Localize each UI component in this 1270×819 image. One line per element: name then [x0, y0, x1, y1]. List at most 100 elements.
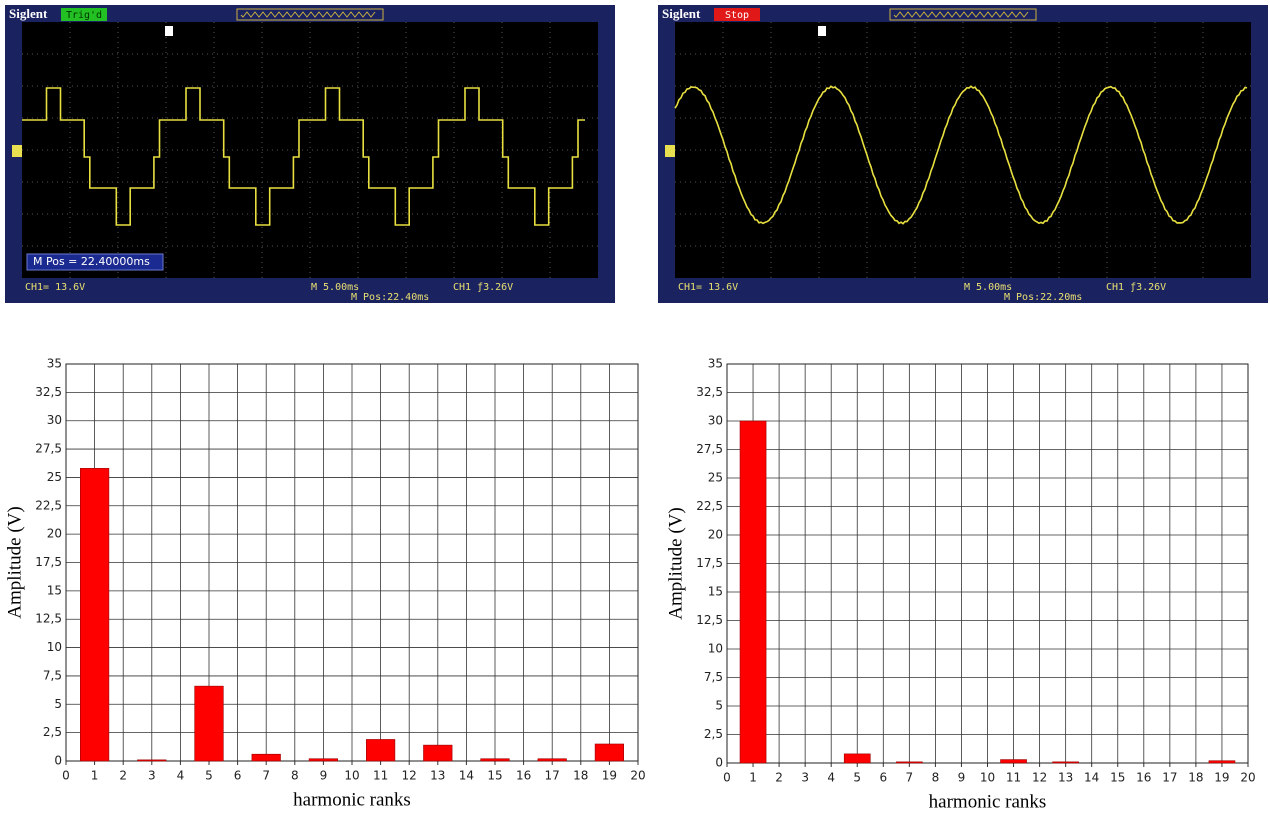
bar	[366, 739, 395, 761]
bar	[195, 686, 224, 761]
mpos-box-text: M Pos = 22.40000ms	[33, 255, 150, 268]
y-tick-label: 35	[708, 357, 723, 371]
x-tick-label: 20	[630, 769, 645, 783]
x-tick-label: 0	[62, 769, 70, 783]
bar	[424, 745, 453, 761]
bar	[252, 754, 281, 761]
scope-screen: Siglent Trig'd M Pos = 22.40000ms CH1= 13.6…	[5, 5, 615, 303]
y-tick-label: 22,5	[696, 499, 723, 513]
x-tick-label: 6	[879, 771, 887, 785]
y-tick-label: 5	[715, 699, 723, 713]
y-tick-label: 25	[47, 470, 62, 484]
x-tick-label: 13	[1058, 771, 1073, 785]
y-tick-label: 35	[47, 357, 62, 371]
x-tick-label: 9	[958, 771, 966, 785]
scope-status: Stop	[725, 10, 749, 21]
trigger-level: CH1 ƒ3.26V	[1106, 282, 1166, 293]
bar	[138, 760, 167, 761]
bar	[740, 421, 766, 763]
y-tick-label: 17,5	[35, 555, 62, 569]
y-axis-title: Amplitude (V)	[665, 507, 686, 619]
mpos: M Pos:22.20ms	[1004, 292, 1082, 303]
figure: Siglent Trig'd M Pos = 22.40000ms CH1= 13.6…	[0, 0, 1270, 819]
x-tick-label: 5	[205, 769, 213, 783]
bar	[538, 759, 567, 761]
y-tick-label: 22,5	[35, 498, 62, 512]
x-tick-label: 16	[516, 769, 531, 783]
x-tick-label: 17	[1162, 771, 1177, 785]
y-tick-label: 12,5	[35, 612, 62, 626]
y-tick-label: 25	[708, 471, 723, 485]
x-tick-label: 2	[775, 771, 783, 785]
y-tick-label: 2,5	[43, 725, 62, 739]
bar	[896, 762, 922, 763]
scope-graticule	[675, 22, 1251, 278]
x-tick-label: 20	[1240, 771, 1255, 785]
x-axis-title: harmonic ranks	[293, 789, 411, 810]
x-tick-label: 11	[373, 769, 388, 783]
bar	[1209, 761, 1235, 763]
trigger-marker	[165, 26, 173, 36]
x-tick-label: 7	[906, 771, 914, 785]
x-tick-label: 19	[602, 769, 617, 783]
bar	[1001, 760, 1027, 763]
x-tick-label: 8	[291, 769, 299, 783]
x-tick-label: 3	[148, 769, 156, 783]
bar	[1053, 762, 1079, 763]
x-tick-label: 9	[320, 769, 328, 783]
y-tick-label: 27,5	[696, 442, 723, 456]
y-tick-label: 30	[708, 414, 723, 428]
y-tick-label: 30	[47, 413, 62, 427]
x-tick-label: 3	[801, 771, 809, 785]
x-tick-label: 15	[1110, 771, 1125, 785]
y-tick-label: 32,5	[696, 385, 723, 399]
y-tick-label: 5	[54, 697, 62, 711]
x-tick-label: 17	[545, 769, 560, 783]
mpos: M Pos:22.40ms	[351, 292, 429, 303]
scope-status: Trig'd	[66, 10, 102, 21]
y-tick-label: 17,5	[696, 556, 723, 570]
x-tick-label: 19	[1214, 771, 1229, 785]
y-axis-title: Amplitude (V)	[4, 506, 25, 618]
y-tick-label: 15	[47, 583, 62, 597]
trigger-marker	[818, 26, 826, 36]
bar	[595, 744, 624, 761]
ch1-scale: CH1= 13.6V	[678, 282, 738, 293]
x-tick-label: 10	[344, 769, 359, 783]
y-tick-label: 7,5	[704, 670, 723, 684]
x-tick-label: 2	[119, 769, 127, 783]
channel-marker	[12, 145, 22, 157]
trigger-level: CH1 ƒ3.26V	[453, 282, 513, 293]
scope-brand: Siglent	[662, 6, 701, 21]
bar	[844, 754, 870, 763]
x-axis-title: harmonic ranks	[929, 791, 1047, 812]
y-tick-label: 0	[54, 754, 62, 768]
y-tick-label: 10	[47, 640, 62, 654]
x-tick-label: 4	[827, 771, 835, 785]
x-tick-label: 5	[853, 771, 861, 785]
x-tick-label: 14	[1084, 771, 1099, 785]
x-tick-label: 1	[749, 771, 757, 785]
x-tick-label: 16	[1136, 771, 1151, 785]
x-tick-label: 8	[932, 771, 940, 785]
y-tick-label: 27,5	[35, 442, 62, 456]
bar	[481, 759, 510, 761]
x-tick-label: 0	[723, 771, 731, 785]
y-tick-label: 7,5	[43, 668, 62, 682]
channel-marker	[665, 145, 675, 157]
x-tick-label: 12	[1032, 771, 1047, 785]
y-tick-label: 0	[715, 756, 723, 770]
y-tick-label: 2,5	[704, 727, 723, 741]
y-tick-label: 32,5	[35, 385, 62, 399]
x-tick-label: 12	[402, 769, 417, 783]
scope-brand: Siglent	[9, 6, 48, 21]
x-tick-label: 13	[430, 769, 445, 783]
x-tick-label: 11	[1006, 771, 1021, 785]
y-tick-label: 12,5	[696, 613, 723, 627]
x-tick-label: 15	[487, 769, 502, 783]
bar	[309, 759, 338, 761]
x-tick-label: 18	[1188, 771, 1203, 785]
y-tick-label: 10	[708, 642, 723, 656]
ch1-scale: CH1= 13.6V	[25, 282, 85, 293]
